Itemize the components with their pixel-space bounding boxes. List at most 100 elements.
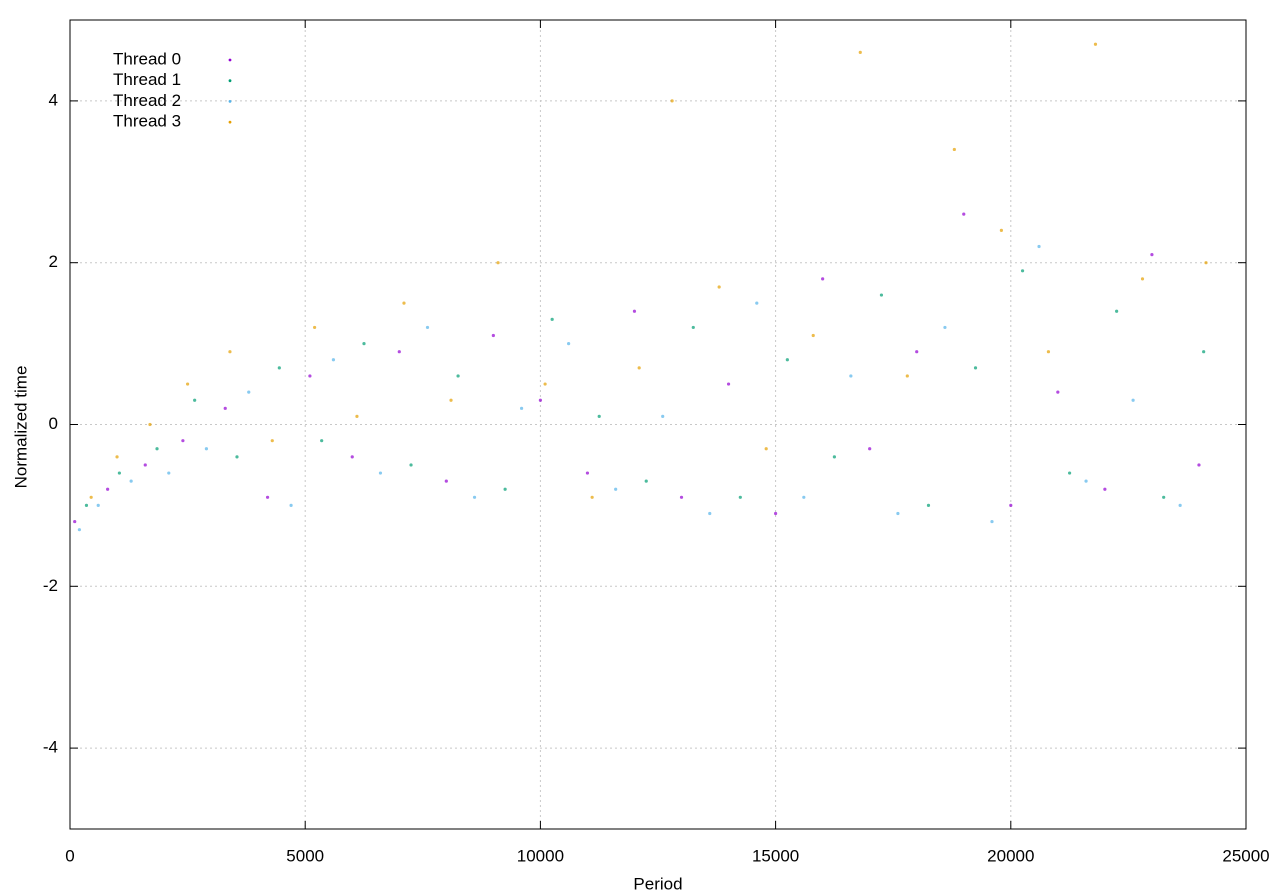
point	[1202, 350, 1206, 354]
point	[167, 471, 171, 475]
legend-marker	[228, 100, 232, 103]
point	[691, 325, 695, 330]
x-axis-label: Period	[633, 874, 682, 893]
point	[77, 528, 82, 532]
point	[943, 325, 947, 330]
point	[962, 212, 966, 216]
point	[444, 479, 448, 483]
y-axis-label: Normalized time	[11, 366, 30, 489]
point	[143, 463, 147, 467]
point	[1162, 495, 1166, 499]
legend-label: Thread 1	[113, 70, 181, 89]
point	[905, 374, 909, 378]
point	[632, 309, 637, 313]
point	[409, 463, 413, 467]
point	[952, 147, 956, 152]
point	[774, 511, 778, 516]
point	[1093, 42, 1098, 46]
point	[1131, 398, 1135, 402]
point	[1046, 350, 1051, 354]
point	[204, 447, 209, 451]
point	[1204, 261, 1208, 265]
point	[308, 374, 312, 378]
point	[1140, 277, 1145, 281]
x-tick-label: 15000	[752, 846, 799, 865]
plot-frame	[69, 19, 1247, 830]
point	[849, 374, 853, 378]
point	[186, 382, 190, 386]
point	[1009, 503, 1013, 507]
point	[785, 358, 789, 362]
x-tick-label: 5000	[286, 846, 324, 865]
point	[1197, 463, 1201, 467]
legend-marker	[228, 58, 232, 62]
point	[637, 366, 641, 370]
point	[811, 333, 815, 338]
point	[679, 495, 684, 499]
point	[496, 261, 500, 265]
point	[990, 519, 994, 524]
point	[538, 398, 543, 402]
point	[277, 366, 281, 370]
point	[802, 495, 806, 499]
legend-marker	[228, 120, 232, 124]
point	[193, 398, 197, 402]
point	[331, 358, 336, 362]
point	[397, 350, 401, 354]
point	[926, 503, 931, 507]
point	[378, 471, 383, 475]
point	[1037, 244, 1041, 249]
y-tick-label: 4	[49, 90, 58, 109]
y-tick-label: 0	[49, 414, 58, 433]
x-tick-label: 25000	[1222, 846, 1269, 865]
point	[1115, 309, 1119, 313]
point	[1056, 390, 1060, 394]
legend-label: Thread 3	[113, 112, 181, 131]
point	[247, 390, 251, 394]
point	[670, 99, 674, 103]
point	[585, 471, 590, 475]
point	[915, 350, 919, 354]
point	[228, 350, 232, 354]
point	[472, 495, 477, 499]
point	[755, 301, 759, 305]
point	[1084, 479, 1088, 483]
point	[858, 50, 862, 54]
point	[362, 342, 366, 346]
point	[708, 511, 712, 516]
point	[550, 317, 554, 321]
point	[503, 487, 507, 491]
legend-marker	[228, 79, 232, 83]
x-tick-label: 0	[65, 846, 74, 865]
legend-label: Thread 0	[113, 49, 181, 68]
point	[155, 447, 159, 451]
point	[821, 277, 825, 281]
point	[425, 325, 430, 330]
point	[355, 414, 359, 419]
point	[973, 366, 978, 370]
point	[350, 455, 354, 459]
point	[879, 293, 884, 297]
point	[519, 406, 524, 410]
point	[73, 519, 77, 524]
point	[96, 503, 100, 507]
legend-label: Thread 2	[113, 91, 181, 110]
y-tick-label: -4	[43, 738, 58, 757]
point	[106, 487, 110, 491]
point	[491, 333, 495, 338]
point	[1178, 503, 1182, 507]
point	[148, 422, 152, 427]
y-tick-label: -2	[43, 576, 58, 595]
y-tick-label: 2	[49, 252, 58, 271]
point	[567, 342, 571, 346]
point	[320, 439, 324, 443]
point	[270, 439, 274, 443]
point	[590, 495, 594, 499]
point	[89, 495, 93, 499]
point	[402, 301, 406, 305]
point	[764, 447, 768, 451]
point	[738, 495, 742, 499]
point	[449, 398, 453, 402]
point	[1103, 487, 1107, 491]
point	[614, 487, 618, 491]
